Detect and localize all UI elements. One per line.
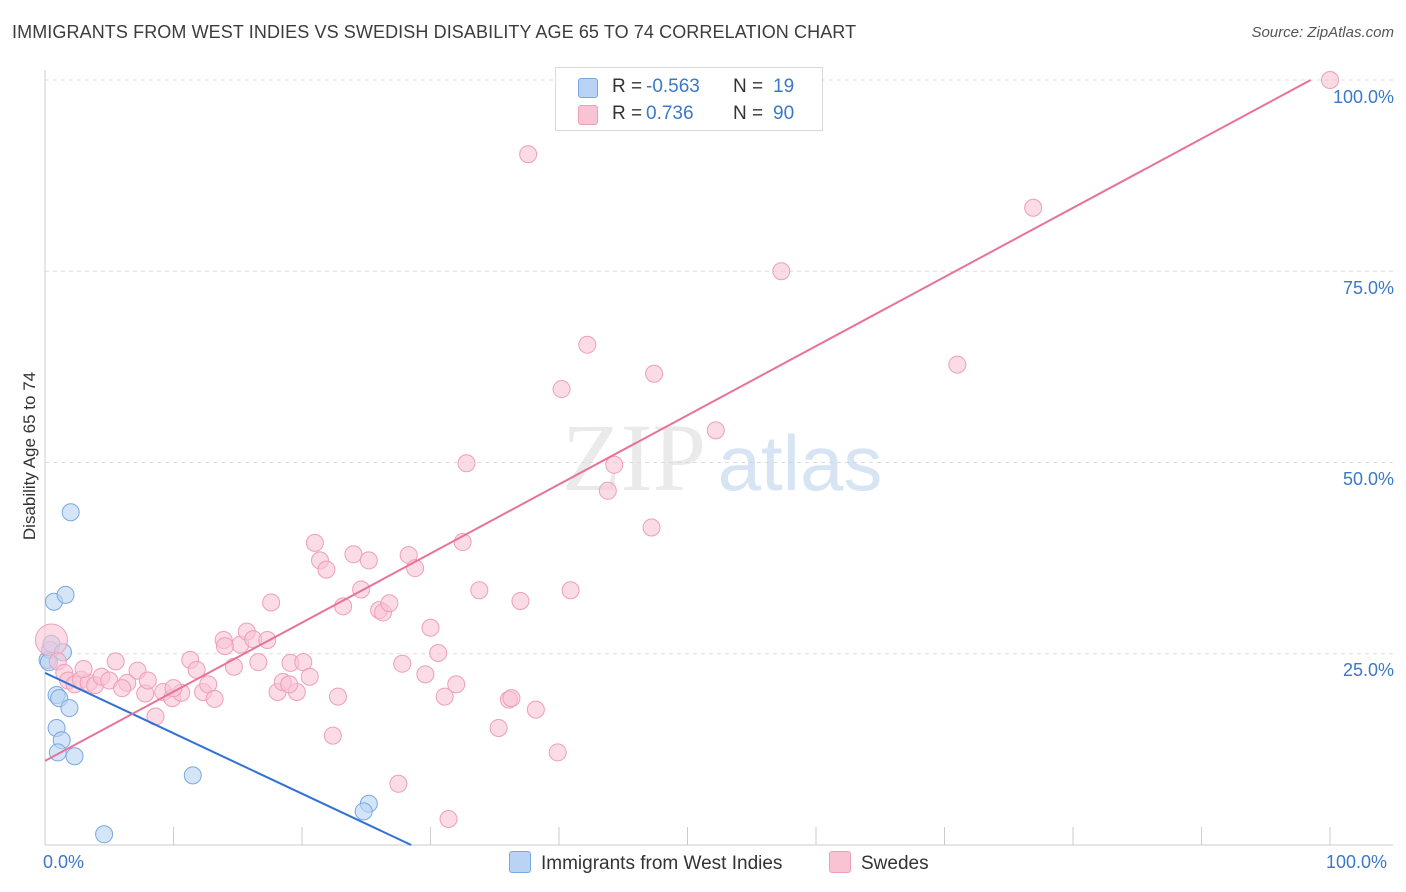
data-point-swedes: [359, 551, 378, 570]
r-label: R =: [612, 76, 643, 97]
data-point-swedes: [447, 675, 466, 694]
data-point-swedes: [1321, 71, 1339, 89]
data-point-west-indies: [95, 825, 114, 844]
watermark-zip: ZIP: [562, 404, 706, 511]
data-point-swedes: [642, 518, 661, 537]
r-label: R =: [612, 103, 643, 124]
n-label: N =: [733, 103, 764, 124]
data-point-swedes: [280, 675, 299, 694]
data-point-swedes: [511, 591, 530, 610]
n-value: 90: [773, 103, 795, 124]
n-label: N =: [733, 76, 764, 97]
legend-label: Swedes: [861, 853, 929, 874]
y-tick-label-75: 75.0%: [1342, 278, 1394, 298]
stats-legend: R = -0.563 N = 19 R = 0.736 N = 90: [555, 67, 823, 131]
data-points: [34, 71, 1339, 844]
data-point-swedes: [215, 637, 234, 656]
data-point-swedes: [300, 667, 319, 686]
data-point-swedes: [706, 421, 725, 440]
data-point-west-indies: [354, 802, 373, 821]
y-tick-label-25: 25.0%: [1342, 660, 1394, 680]
data-point-swedes: [489, 718, 508, 737]
data-point-west-indies: [60, 699, 79, 718]
data-point-swedes: [389, 774, 408, 793]
data-point-swedes: [113, 679, 132, 698]
data-point-swedes: [526, 700, 545, 719]
legend-swatch-pink: [578, 105, 598, 125]
data-point-swedes: [552, 380, 571, 399]
data-point-swedes: [772, 262, 791, 281]
legend-label: Immigrants from West Indies: [541, 853, 783, 874]
data-point-swedes: [502, 689, 521, 708]
data-point-swedes: [1024, 198, 1043, 217]
data-point-swedes: [380, 594, 399, 613]
data-point-swedes: [948, 355, 967, 374]
legend-swatch-blue: [509, 851, 531, 873]
data-point-swedes: [224, 657, 243, 676]
data-point-swedes: [598, 481, 617, 500]
data-point-swedes: [457, 454, 476, 473]
data-point-swedes: [249, 653, 268, 672]
data-point-swedes: [138, 671, 157, 690]
source-label: Source: ZipAtlas.com: [1251, 24, 1394, 41]
data-point-west-indies: [61, 503, 80, 522]
data-point-swedes: [328, 687, 347, 706]
n-value: 19: [773, 76, 795, 97]
legend-swatch-blue: [578, 78, 598, 98]
x-tick-label-min: 0.0%: [43, 852, 85, 872]
data-point-swedes: [429, 643, 448, 662]
watermark-atlas: atlas: [718, 419, 883, 507]
data-point-west-indies: [48, 743, 67, 762]
data-point-swedes: [258, 630, 277, 649]
data-point-swedes: [34, 623, 68, 657]
data-point-swedes: [421, 618, 440, 637]
data-point-swedes: [416, 665, 435, 684]
y-tick-label-50: 50.0%: [1342, 469, 1394, 489]
watermark: ZIP atlas: [562, 404, 882, 511]
data-point-swedes: [344, 545, 363, 564]
r-value: -0.563: [646, 76, 700, 97]
data-point-swedes: [470, 581, 489, 600]
data-point-swedes: [205, 689, 224, 708]
legend-item-west-indies[interactable]: Immigrants from West Indies: [509, 851, 782, 875]
trend-line-swedes: [44, 79, 1312, 762]
trend-line-west-indies: [44, 671, 412, 846]
axes: [44, 70, 1393, 846]
y-tick-label-100: 100.0%: [1332, 87, 1394, 107]
legend-item-swedes[interactable]: Swedes: [829, 851, 929, 875]
data-point-swedes: [645, 364, 664, 383]
data-point-swedes: [352, 580, 371, 599]
trend-lines: [44, 79, 1312, 846]
legend-swatch-pink: [829, 851, 851, 873]
data-point-swedes: [578, 335, 597, 354]
data-point-swedes: [519, 145, 538, 164]
r-value: 0.736: [646, 103, 694, 124]
data-point-swedes: [439, 809, 458, 828]
data-point-swedes: [548, 743, 567, 762]
data-point-west-indies: [183, 766, 202, 785]
data-point-swedes: [393, 654, 412, 673]
chart-title: IMMIGRANTS FROM WEST INDIES VS SWEDISH D…: [12, 22, 857, 42]
grid-lines: [45, 79, 1393, 655]
data-point-swedes: [262, 593, 281, 612]
data-point-swedes: [323, 726, 342, 745]
data-point-swedes: [561, 581, 580, 600]
data-point-swedes: [317, 560, 336, 579]
data-point-swedes: [74, 660, 93, 679]
x-tick-label-max: 100.0%: [1326, 852, 1388, 872]
data-point-swedes: [605, 455, 624, 474]
data-point-west-indies: [65, 747, 84, 766]
data-point-swedes: [305, 533, 324, 552]
data-point-swedes: [435, 687, 454, 706]
data-point-west-indies: [56, 585, 75, 604]
data-point-swedes: [106, 652, 125, 671]
